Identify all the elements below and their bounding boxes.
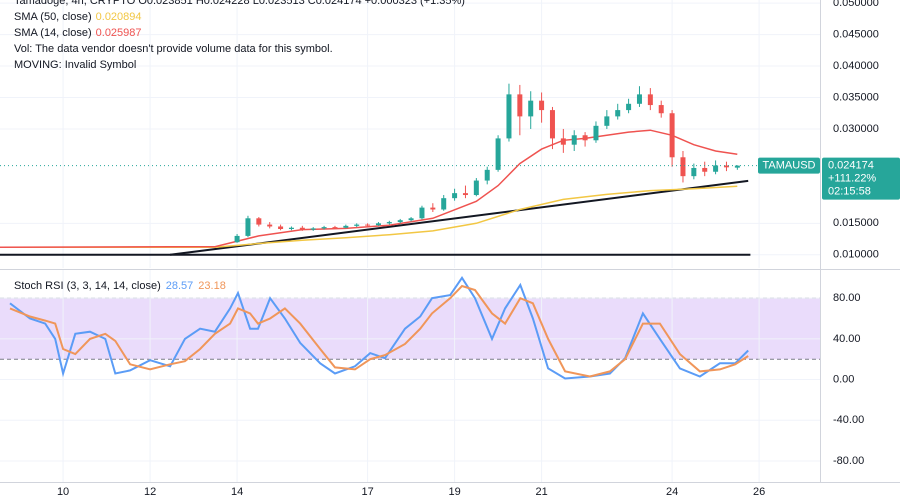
candle-body [365, 224, 371, 226]
x-tick-label: 17 [361, 486, 373, 498]
candle-body [256, 218, 262, 225]
candle-body [473, 180, 479, 196]
countdown: 02:15:58 [828, 186, 871, 198]
candle-body [658, 105, 664, 114]
candle-body [288, 227, 294, 229]
legend-value: 0.020894 [96, 11, 142, 23]
candle-body [441, 198, 447, 210]
last-price: 0.024174 [828, 160, 874, 172]
candle-body [343, 225, 349, 228]
legend-name: SMA (50, close) [14, 11, 92, 23]
y-tick-label: 0.030000 [833, 123, 879, 135]
candle-body [528, 100, 534, 117]
price-tag [822, 157, 900, 200]
candle-body [626, 103, 632, 111]
candle-body [636, 94, 642, 104]
candle-body [321, 227, 327, 229]
candle-body [419, 207, 425, 219]
candle-body [299, 227, 305, 230]
candle-body [517, 94, 523, 117]
x-tick-label: 21 [535, 486, 547, 498]
indicator-value: 28.57 [166, 280, 194, 292]
labels: 0.010000 0.015000 0.030000 0.035000 0.040000… [14, 0, 900, 498]
candle-body [680, 157, 686, 177]
candle-body [604, 116, 610, 126]
candle-body [615, 110, 621, 117]
candle-body [506, 94, 512, 139]
x-tick-label: 24 [666, 486, 678, 498]
candle-body [267, 224, 273, 227]
indicator-title: Stoch RSI (3, 3, 14, 14, close) 28.57 23.1… [14, 280, 226, 292]
x-tick-label: 19 [448, 486, 460, 498]
y-tick-label: 80.00 [833, 292, 861, 304]
x-tick-label: 10 [57, 486, 69, 498]
candle-body [702, 167, 708, 172]
candle-body [647, 94, 653, 106]
candle-body [713, 165, 719, 172]
y-tick-label: 0.010000 [833, 249, 879, 261]
candle-body [723, 165, 729, 168]
y-tick-label: -40.00 [833, 414, 864, 426]
candle-body [310, 228, 316, 230]
x-tick-label: 12 [144, 486, 156, 498]
candle-body [539, 100, 545, 111]
candle-body [484, 169, 490, 181]
candle-body [452, 193, 458, 199]
candle-body [234, 235, 240, 243]
x-tick-label: 26 [753, 486, 765, 498]
y-tick-label: 0.00 [833, 373, 854, 385]
y-tick-label: 0.050000 [833, 0, 879, 9]
sma-line [0, 185, 738, 248]
y-tick-label: -80.00 [833, 455, 864, 467]
candle-body [245, 218, 251, 236]
candle-body [408, 218, 414, 221]
legend-value: 0.025987 [96, 27, 142, 39]
candle-body [593, 125, 599, 141]
candle-body [386, 222, 392, 224]
candle-body [734, 165, 740, 168]
sma-line [0, 129, 738, 248]
header: Tamadoge, 4h, CRYPTO O0.023851 H0.024228… [14, 0, 465, 7]
candle-body [354, 224, 360, 226]
candle-body [462, 193, 468, 196]
legend-entry: SMA (14, close) 0.025987 [14, 27, 142, 39]
candle-body [375, 223, 381, 226]
candle-body [549, 110, 555, 139]
candle-body [560, 138, 566, 145]
note: MOVING: Invalid Symbol [14, 59, 136, 71]
legend-entry: SMA (50, close) 0.020894 [14, 11, 142, 23]
stoch-line [9, 284, 749, 378]
indicator-name: Stoch RSI (3, 3, 14, 14, close) [14, 280, 161, 292]
band [0, 298, 820, 360]
y-tick-label: 0.045000 [833, 29, 879, 41]
y-tick-label: 40.00 [833, 333, 861, 345]
candle-body [669, 113, 675, 158]
y-tick-label: 0.015000 [833, 217, 879, 229]
candle-body [495, 138, 501, 170]
candle-body [691, 167, 697, 177]
y-tick-label: 0.035000 [833, 91, 879, 103]
symbol-label: TAMAUSD [763, 160, 816, 172]
candle-body [397, 220, 403, 223]
legend-name: SMA (14, close) [14, 27, 92, 39]
candle-body [430, 207, 436, 210]
candle-body [332, 227, 338, 229]
note: Vol: The data vendor doesn't provide vol… [14, 43, 333, 55]
stoch-line [9, 275, 749, 380]
y-tick-label: 0.040000 [833, 60, 879, 72]
x-tick-label: 14 [231, 486, 243, 498]
grid [0, 0, 820, 482]
symbol-tag [758, 157, 820, 174]
candle-body [571, 135, 577, 145]
plot [0, 83, 820, 380]
candle-body [582, 135, 588, 141]
indicator-value: 23.18 [198, 280, 226, 292]
candle-body [278, 226, 284, 229]
change-label: +111.22% [828, 173, 876, 185]
